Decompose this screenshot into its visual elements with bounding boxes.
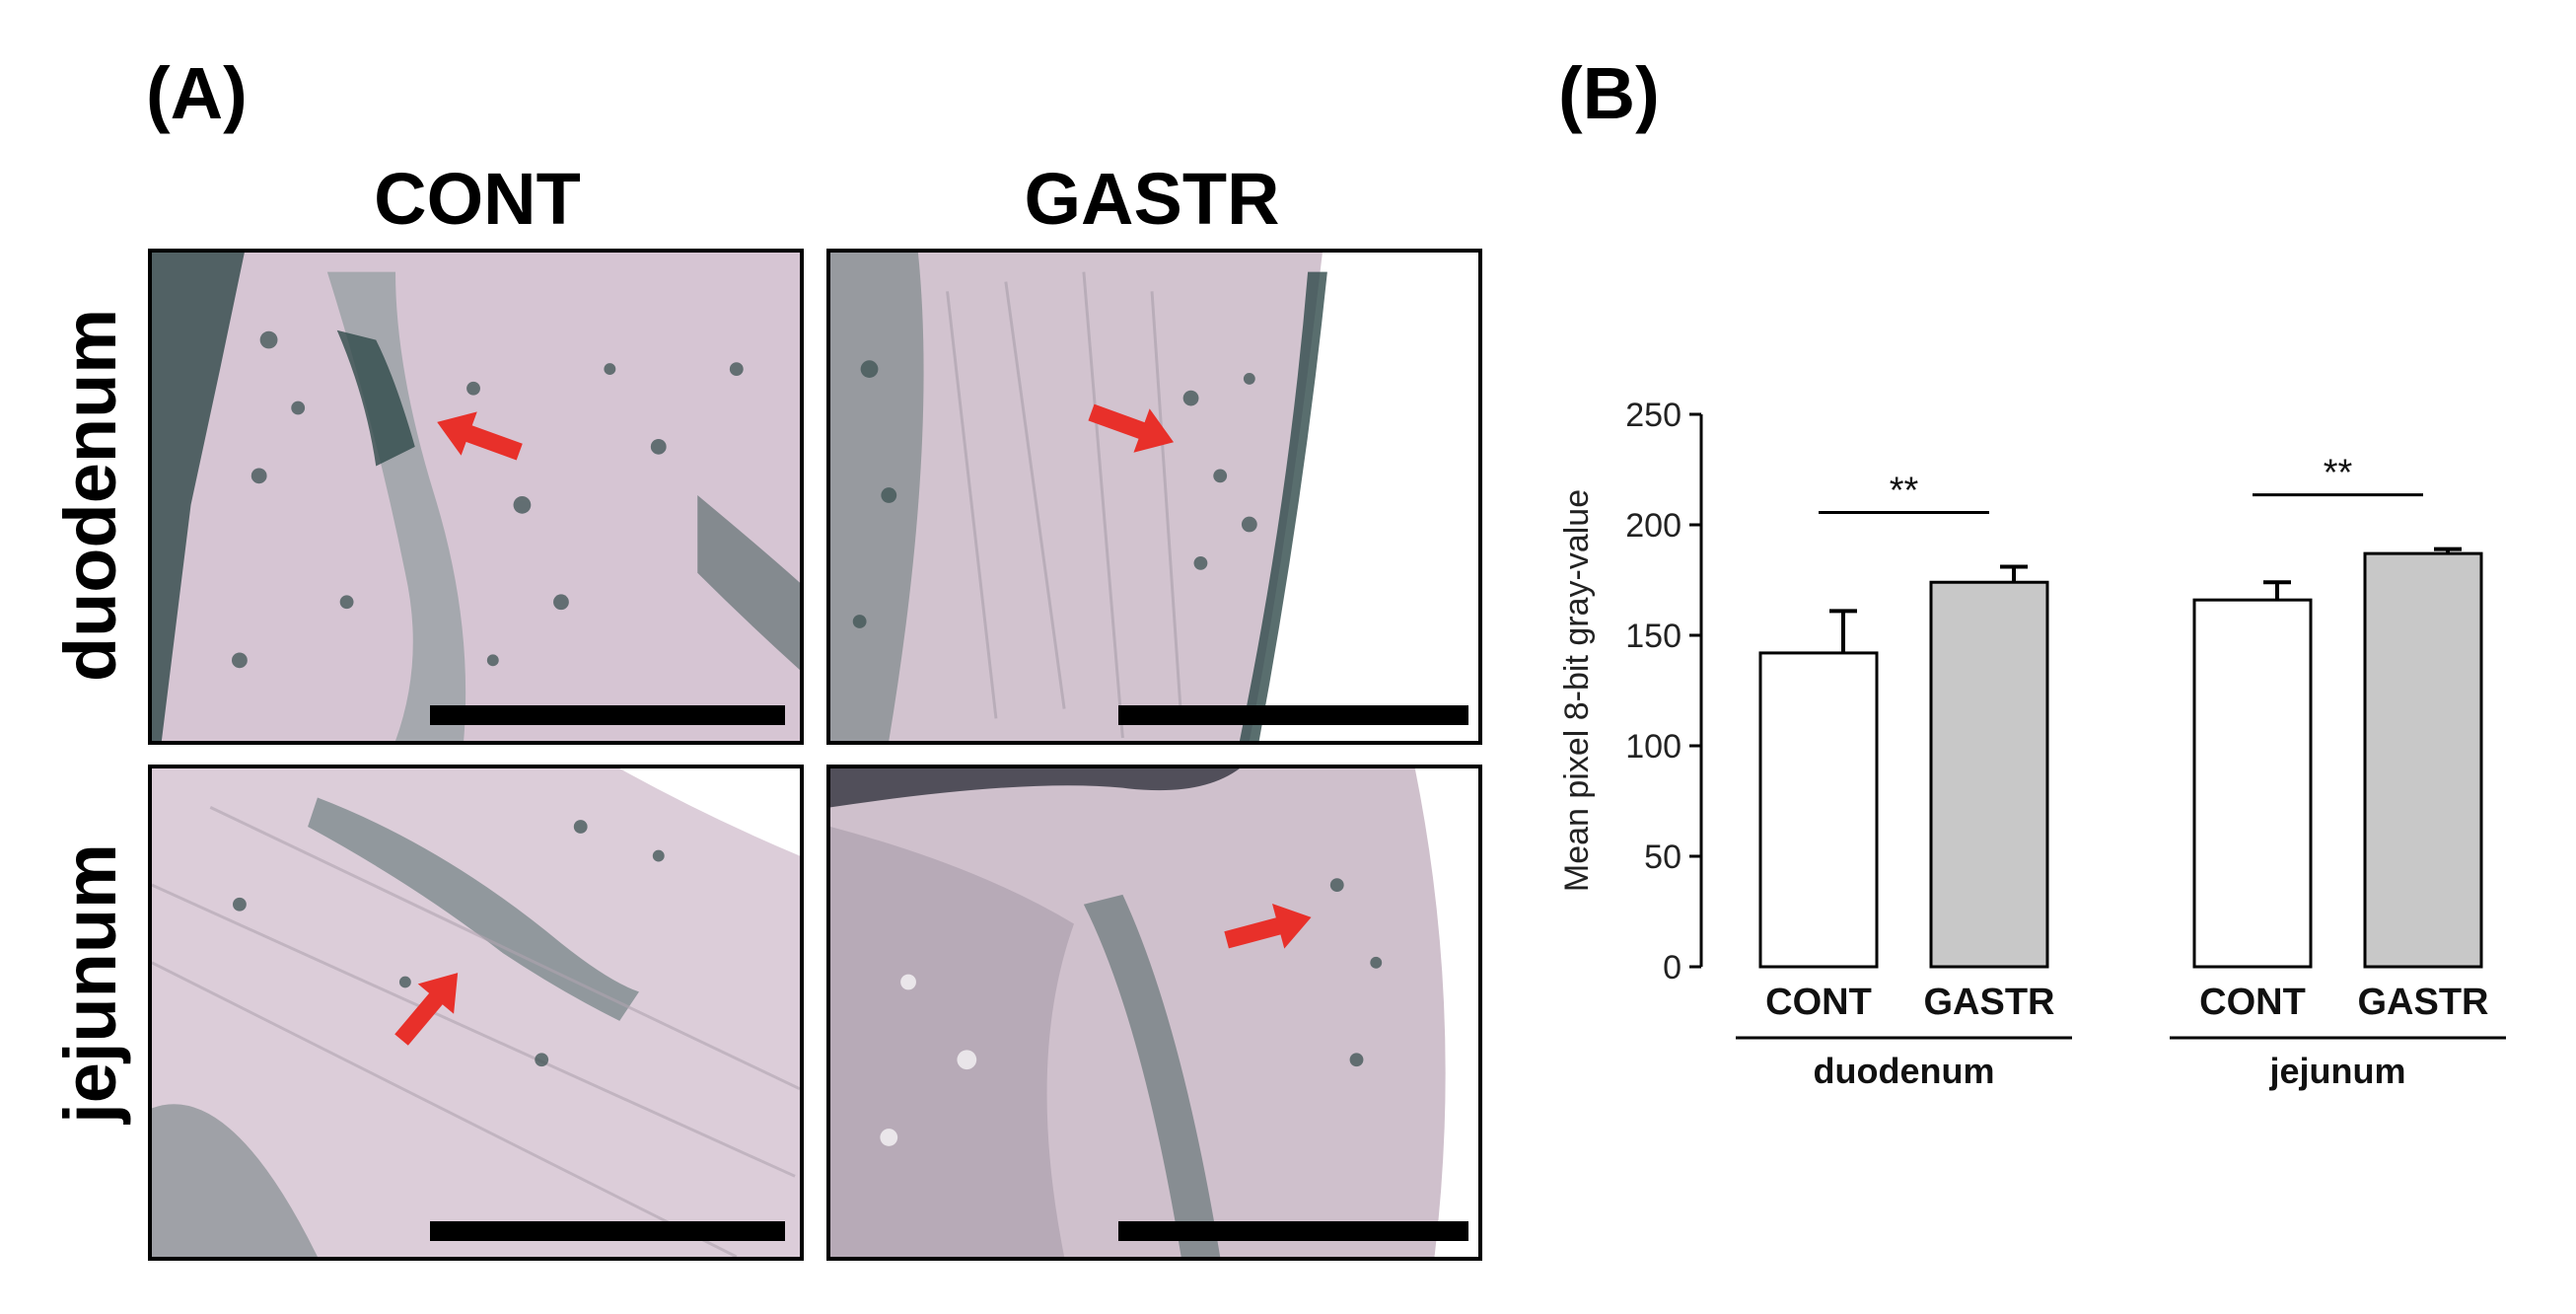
bar xyxy=(1758,651,1879,969)
x-tick-label: GASTR xyxy=(2358,982,2489,1023)
micrograph-duodenum-gastr xyxy=(826,249,1482,745)
arrow-icon xyxy=(437,411,523,461)
panel-b-label: (B) xyxy=(1558,52,1660,134)
arrow-icon xyxy=(394,973,459,1046)
micrograph-jejunum-cont xyxy=(148,765,804,1261)
arrow-icon xyxy=(1224,904,1312,949)
y-tick-label: 50 xyxy=(1644,839,1682,876)
x-tick-label: GASTR xyxy=(1924,982,2055,1023)
column-label-cont: CONT xyxy=(374,158,581,240)
bar xyxy=(2192,598,2313,969)
group-label: jejunum xyxy=(2268,1051,2405,1091)
micrograph-image xyxy=(830,768,1478,1257)
y-tick-label: 150 xyxy=(1625,618,1682,655)
row-label-duodenum: duodenum xyxy=(49,308,131,683)
significance-marker: ** xyxy=(2324,453,2353,494)
significance-marker: ** xyxy=(1890,471,1919,512)
scale-bar xyxy=(430,1221,785,1241)
panel-a-label: (A) xyxy=(146,52,248,134)
micrograph-image xyxy=(830,253,1478,741)
micrograph-jejunum-gastr xyxy=(826,765,1482,1261)
micrograph-duodenum-cont xyxy=(148,249,804,745)
bar xyxy=(1929,580,2049,969)
group-label: duodenum xyxy=(1814,1051,1995,1091)
scale-bar xyxy=(430,705,785,725)
y-tick-label: 250 xyxy=(1625,397,1682,434)
x-tick-label: CONT xyxy=(1765,982,1872,1023)
y-tick-label: 100 xyxy=(1625,728,1682,766)
column-label-gastr: GASTR xyxy=(1024,158,1280,240)
y-tick-label: 200 xyxy=(1625,507,1682,545)
micrograph-image xyxy=(152,253,800,741)
scale-bar xyxy=(1118,1221,1468,1241)
x-tick-label: CONT xyxy=(2199,982,2306,1023)
scale-bar xyxy=(1118,705,1468,725)
row-label-jejunum: jejunum xyxy=(49,843,131,1124)
bar-chart: 0 50 100 150 200 250 Mean pixel 8-bit gray-val… xyxy=(1558,397,2506,1091)
y-axis-label: Mean pixel 8-bit gray-value xyxy=(1558,489,1596,892)
bar xyxy=(2363,551,2483,969)
y-tick-label: 0 xyxy=(1663,949,1682,986)
micrograph-image xyxy=(152,768,800,1257)
arrow-icon xyxy=(1088,403,1175,453)
